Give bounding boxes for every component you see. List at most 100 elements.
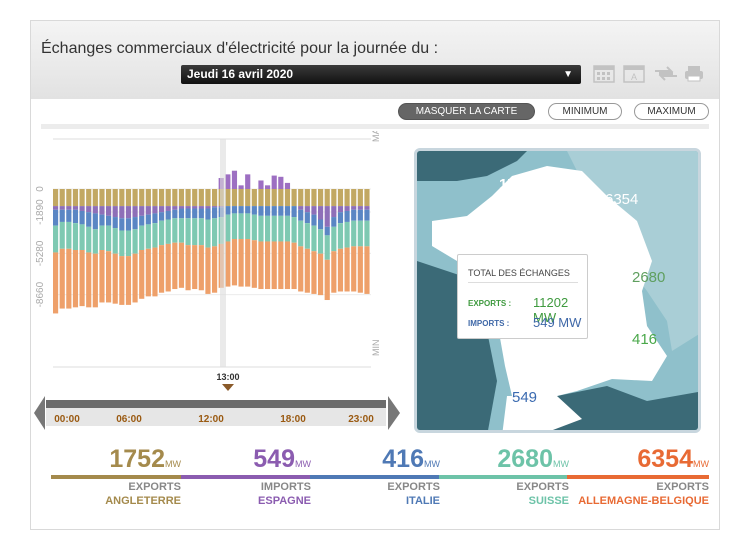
bar-segment-allemagne [165, 243, 171, 292]
date-select[interactable]: Jeudi 16 avril 2020 ▼ [181, 65, 581, 84]
bar-segment-espagne [119, 206, 125, 219]
bar-segment-allemagne [311, 251, 317, 294]
bar-segment-suisse [364, 220, 370, 247]
tooltip-divider [468, 282, 578, 283]
divider [41, 124, 709, 129]
stat-label-type: EXPORTS [516, 481, 569, 493]
bar-segment-allemagne [225, 241, 231, 287]
bar-segment-italie [72, 209, 79, 224]
tooltip-exports-value: 11202 MW [533, 295, 569, 325]
bar-segment-angleterre [66, 189, 72, 207]
stat-angleterre[interactable]: 1752MW EXPORTS ANGLETERRE [51, 441, 181, 531]
bar-segment-angleterre [265, 189, 271, 207]
stat-suisse[interactable]: 2680MW EXPORTS SUISSE [439, 441, 569, 531]
bar-segment-allemagne [99, 250, 105, 303]
bar-import [258, 180, 264, 189]
bar-segment-allemagne [212, 246, 218, 293]
header: Échanges commerciaux d'électricité pour … [31, 21, 719, 99]
stat-bar [51, 475, 181, 479]
bar-segment-italie [357, 209, 363, 221]
cursor-marker-icon[interactable] [222, 384, 234, 391]
bar-segment-angleterre [53, 189, 59, 207]
map-value-angleterre: 1752 [499, 176, 533, 193]
bar-segment-allemagne [245, 239, 251, 287]
bar-segment-italie [298, 209, 304, 221]
bar-segment-angleterre [278, 189, 284, 207]
bar-segment-suisse [112, 228, 118, 254]
stat-label-country: ITALIE [405, 495, 440, 507]
stat-allemagne-belgique[interactable]: 6354MW EXPORTS ALLEMAGNE-BELGIQUE [567, 441, 709, 531]
bar-import [225, 174, 231, 189]
hide-map-button[interactable]: MASQUER LA CARTE [398, 103, 535, 120]
bar-segment-allemagne [364, 246, 370, 294]
bar-segment-espagne [165, 206, 171, 211]
bar-segment-italie [112, 217, 118, 229]
bar-segment-espagne [79, 206, 85, 211]
transfer-icon[interactable] [653, 63, 679, 83]
bar-segment-allemagne [337, 248, 344, 292]
bar-segment-allemagne [351, 246, 357, 292]
bar-segment-espagne [86, 206, 92, 213]
bar-segment-espagne [185, 206, 191, 209]
calendar-a-icon[interactable]: A [623, 63, 645, 83]
bar-segment-italie [92, 213, 98, 230]
calendar-icon[interactable] [593, 63, 615, 83]
time-tick-label: 18:00 [280, 414, 306, 425]
bar-segment-suisse [357, 220, 363, 247]
total-tooltip: TOTAL DES ÉCHANGES EXPORTS : 11202 MW IM… [457, 254, 588, 339]
bar-segment-espagne [92, 206, 98, 214]
bar-segment-italie [178, 208, 185, 219]
bar-segment-allemagne [159, 245, 165, 293]
exchange-chart[interactable]: 0 -1890 -5280 -8660 MAX MIN 13:00 00:00 06:0… [31, 131, 411, 431]
stat-bar [567, 475, 709, 479]
bar-segment-suisse [344, 221, 350, 248]
bar-segment-italie [99, 214, 105, 226]
bar-segment-suisse [178, 218, 185, 243]
time-tick-label: 23:00 [348, 414, 374, 425]
bar-segment-suisse [119, 230, 125, 257]
bar-segment-espagne [364, 206, 370, 210]
bar-segment-angleterre [251, 189, 257, 207]
stat-label-country: SUISSE [528, 495, 569, 507]
bar-segment-espagne [139, 206, 145, 216]
bar-segment-italie [119, 218, 125, 231]
y-tick-label: -1890 [35, 199, 46, 225]
time-slider[interactable] [46, 400, 386, 408]
bar-segment-italie [66, 209, 72, 222]
bar-segment-angleterre [324, 189, 330, 207]
bar-segment-suisse [351, 220, 357, 247]
bar-segment-allemagne [271, 241, 277, 290]
bar-segment-italie [59, 209, 65, 222]
bar-import [238, 185, 244, 189]
bar-segment-angleterre [331, 189, 337, 207]
bar-segment-angleterre [238, 189, 244, 207]
bar-segment-angleterre [212, 189, 218, 207]
bar-segment-allemagne [145, 248, 151, 297]
bar-import [284, 182, 291, 189]
bar-segment-italie [344, 210, 350, 222]
date-value: Jeudi 16 avril 2020 [187, 67, 294, 81]
chevron-down-icon: ▼ [563, 69, 573, 80]
bar-segment-italie [291, 206, 297, 218]
bar-segment-espagne [72, 206, 79, 210]
bar-segment-angleterre [132, 189, 138, 207]
bar-segment-allemagne [318, 253, 324, 296]
bar-segment-italie [185, 208, 191, 219]
bar-segment-suisse [284, 215, 291, 242]
bar-segment-espagne [344, 206, 350, 211]
minimum-button[interactable]: MINIMUM [548, 103, 622, 120]
bar-segment-italie [198, 208, 204, 219]
maximum-button[interactable]: MAXIMUM [634, 103, 709, 120]
bar-segment-suisse [86, 226, 92, 253]
stat-italie[interactable]: 416MW EXPORTS ITALIE [310, 441, 440, 531]
scroll-right-icon[interactable] [388, 396, 400, 430]
bar-segment-angleterre [165, 189, 171, 207]
bar-segment-allemagne [112, 253, 118, 304]
stat-espagne[interactable]: 549MW IMPORTS ESPAGNE [181, 441, 311, 531]
scroll-left-icon[interactable] [34, 396, 45, 430]
bar-segment-suisse [238, 213, 244, 240]
print-icon[interactable] [683, 63, 705, 83]
channel [417, 151, 527, 181]
france-map[interactable]: 1752 6354 2680 416 549 TOTAL DES ÉCHANGE… [414, 148, 701, 433]
bar-segment-angleterre [198, 189, 204, 207]
